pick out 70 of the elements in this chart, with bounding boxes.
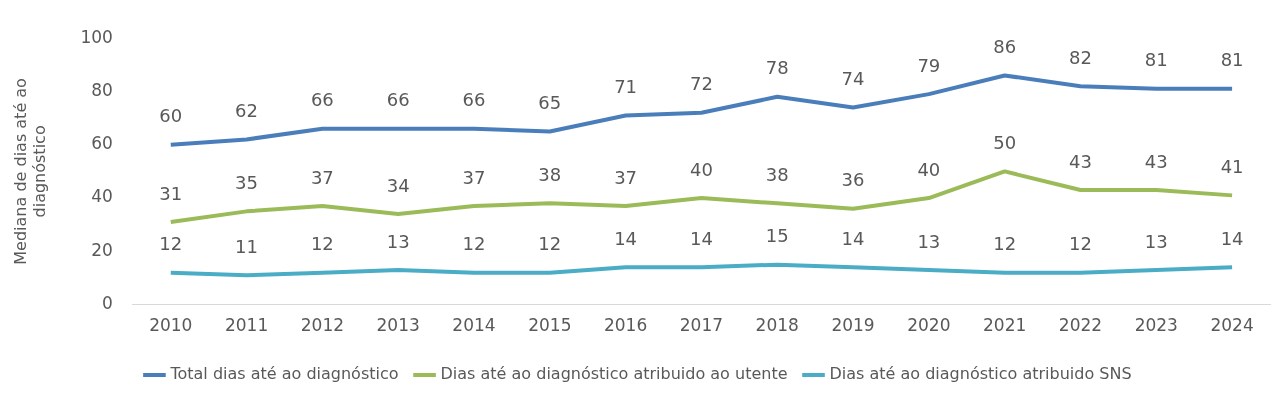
y-tick-label: 100 — [80, 26, 113, 47]
x-tick-label: 2016 — [603, 315, 648, 336]
data-label: 43 — [1144, 150, 1168, 172]
data-label: 13 — [386, 230, 410, 252]
data-label: 72 — [689, 73, 713, 95]
x-tick-label: 2019 — [831, 315, 875, 336]
data-label: 13 — [1144, 230, 1168, 252]
data-label: 37 — [462, 166, 486, 188]
data-label: 81 — [1144, 49, 1168, 71]
data-label: 79 — [917, 54, 941, 76]
data-label: 50 — [993, 132, 1017, 154]
x-tick-label: 2018 — [755, 315, 799, 336]
data-label: 11 — [235, 235, 259, 257]
x-tick-label: 2017 — [679, 315, 724, 336]
data-label: 37 — [310, 166, 334, 188]
data-label: 74 — [841, 68, 865, 90]
x-tick-label: 2013 — [376, 315, 420, 336]
data-label: 71 — [614, 76, 638, 98]
x-tick-label: 2010 — [149, 315, 193, 336]
data-label: 82 — [1069, 46, 1092, 68]
data-label: 41 — [1220, 156, 1244, 178]
x-tick-label: 2012 — [300, 315, 345, 336]
y-tick-label: 80 — [91, 79, 113, 100]
data-label: 14 — [1220, 227, 1244, 249]
y-tick-label: 20 — [91, 239, 113, 260]
legend-label: Dias até ao diagnóstico atribuido ao utente — [440, 364, 788, 384]
data-label: 60 — [159, 105, 183, 127]
y-tick-label: 40 — [91, 186, 113, 207]
data-label: 12 — [993, 233, 1017, 255]
data-label: 15 — [765, 225, 789, 247]
x-tick-label: 2011 — [224, 315, 269, 336]
y-axis-title: Mediana de dias até ao diagnóstico — [10, 78, 49, 265]
data-label: 12 — [462, 233, 486, 255]
data-label: 12 — [159, 233, 183, 255]
data-label: 38 — [765, 164, 789, 186]
data-label: 66 — [462, 89, 486, 111]
data-label: 12 — [310, 233, 334, 255]
data-label: 14 — [841, 227, 865, 249]
data-label: 40 — [689, 158, 713, 180]
legend-label: Dias até ao diagnóstico atribuido SNS — [829, 364, 1132, 384]
data-label: 62 — [235, 100, 259, 122]
x-tick-label: 2022 — [1058, 315, 1103, 336]
data-label: 43 — [1069, 150, 1092, 172]
data-label: 66 — [310, 89, 334, 111]
y-tick-label: 60 — [91, 133, 113, 154]
data-label: 86 — [993, 36, 1017, 58]
data-label: 13 — [917, 230, 941, 252]
data-label: 14 — [614, 227, 638, 249]
data-label: 35 — [235, 172, 259, 194]
data-label: 66 — [386, 89, 410, 111]
data-label: 81 — [1220, 49, 1244, 71]
y-tick-label: 0 — [102, 293, 113, 314]
data-label: 65 — [538, 92, 562, 114]
data-label: 37 — [614, 166, 638, 188]
x-tick-label: 2020 — [907, 315, 951, 336]
x-tick-label: 2024 — [1210, 315, 1254, 336]
x-tick-label: 2023 — [1134, 315, 1178, 336]
legend-label: Total dias até ao diagnóstico — [169, 364, 399, 384]
data-label: 78 — [765, 57, 789, 79]
x-tick-label: 2014 — [452, 315, 496, 336]
data-label: 31 — [159, 182, 183, 204]
data-label: 12 — [538, 233, 562, 255]
data-label: 40 — [917, 158, 941, 180]
data-label: 38 — [538, 164, 562, 186]
data-label: 14 — [689, 227, 713, 249]
data-label: 36 — [841, 169, 865, 191]
data-label: 12 — [1069, 233, 1092, 255]
data-label: 34 — [386, 174, 410, 196]
x-tick-label: 2015 — [528, 315, 572, 336]
x-tick-label: 2021 — [983, 315, 1027, 336]
